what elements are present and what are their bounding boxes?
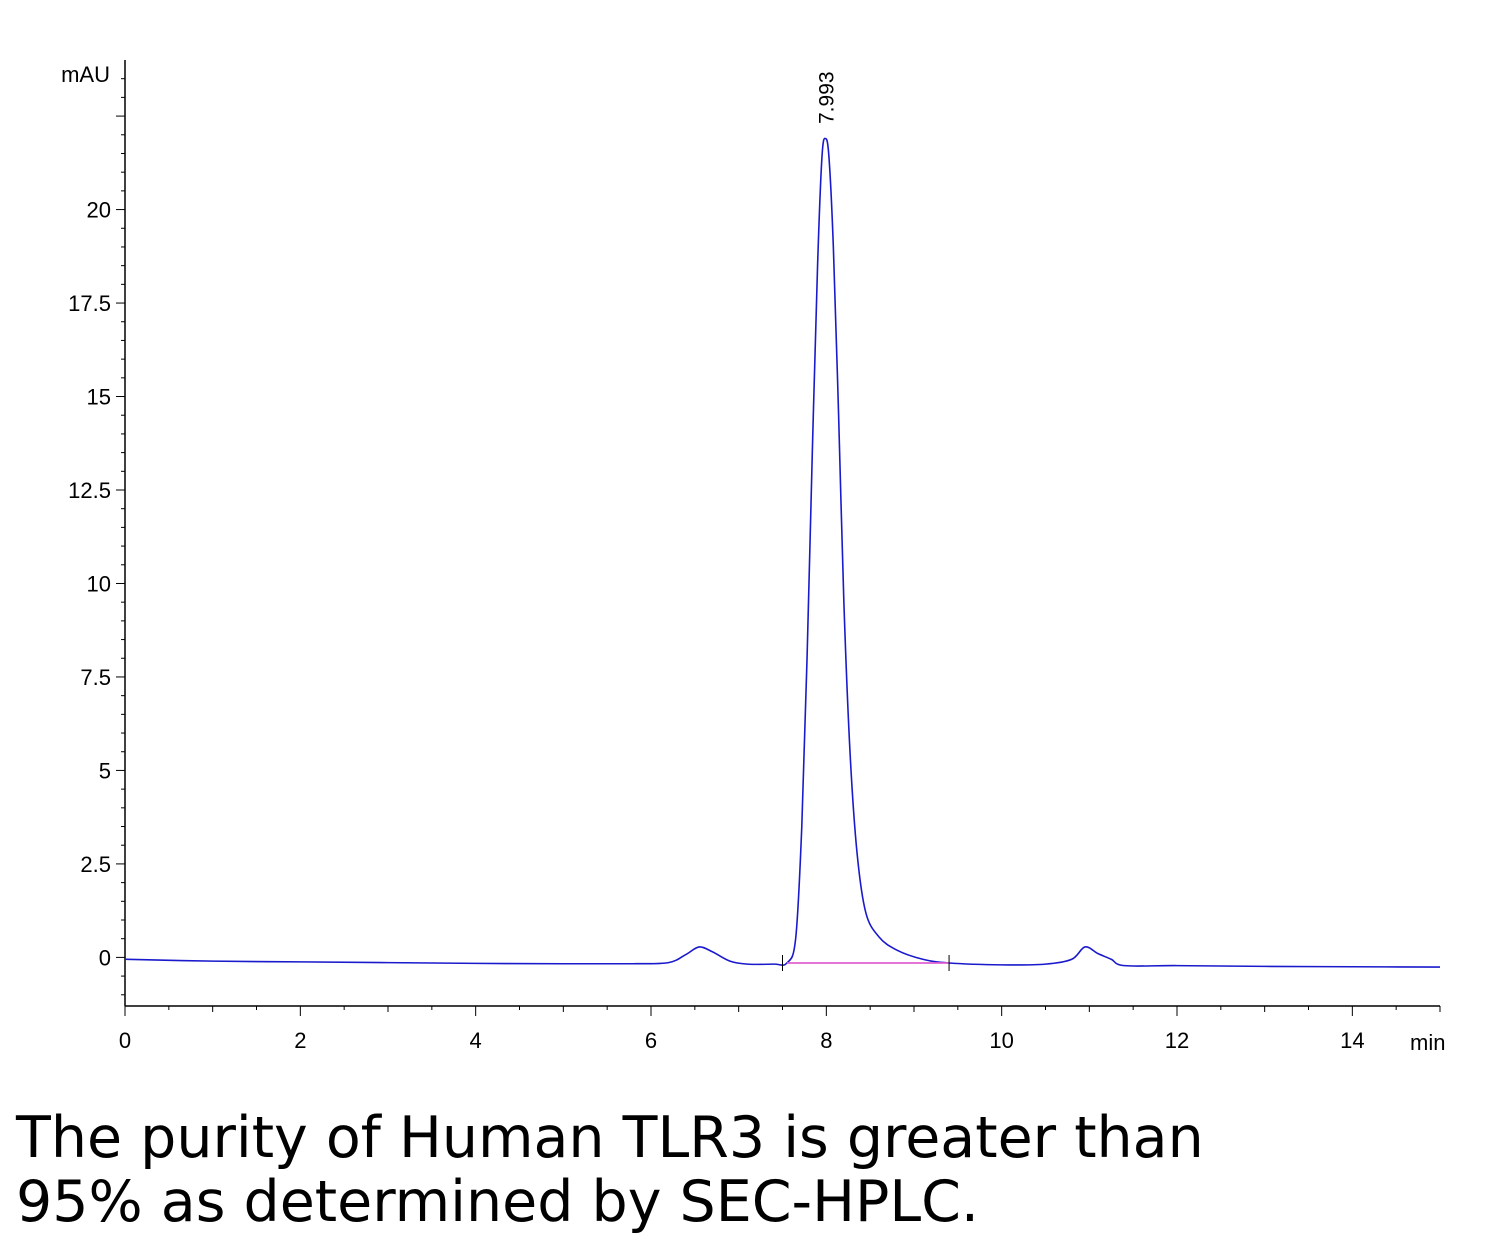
chromatogram-trace [124, 137, 1441, 968]
y-tick-label: 10 [87, 571, 111, 596]
chromatogram-chart: 0 2.5 5 7.5 10 12.5 15 17.5 20 0 2 4 6 8 10 12 14 7.993… [61, 60, 1445, 1055]
x-tick-label: 2 [294, 1028, 306, 1053]
x-tick-label: 6 [645, 1028, 657, 1053]
x-tick-label: 12 [1165, 1028, 1189, 1053]
y-tick-label: 5 [99, 758, 111, 783]
x-tick-label: 14 [1340, 1028, 1364, 1053]
x-tick-label: 0 [119, 1028, 131, 1053]
series-layer [124, 137, 1441, 971]
axes [124, 60, 1440, 1007]
y-tick-label: 0 [99, 945, 111, 970]
y-tick-label: 15 [87, 385, 111, 410]
caption: The purity of Human TLR3 is greater than… [16, 1106, 1416, 1234]
peak-retention-label: 7.993 [816, 71, 839, 124]
y-tick-label: 7.5 [80, 665, 111, 690]
y-axis-ticks: 0 2.5 5 7.5 10 12.5 15 17.5 20 [68, 78, 125, 996]
x-tick-label: 8 [820, 1028, 832, 1053]
y-axis-label: mAU [61, 62, 110, 87]
annotation-layer: 7.993 [816, 71, 839, 124]
y-tick-label: 20 [87, 198, 111, 223]
caption-line-2: 95% as determined by SEC-HPLC. [16, 1169, 980, 1235]
x-tick-label: 10 [989, 1028, 1013, 1053]
y-tick-label: 17.5 [68, 291, 111, 316]
y-tick-label: 2.5 [80, 852, 111, 877]
y-tick-label: 12.5 [68, 478, 111, 503]
x-axis-ticks: 0 2 4 6 8 10 12 14 [119, 1006, 1441, 1053]
caption-line-1: The purity of Human TLR3 is greater than [16, 1105, 1204, 1171]
x-axis-label: min [1410, 1030, 1445, 1055]
x-tick-label: 4 [470, 1028, 482, 1053]
